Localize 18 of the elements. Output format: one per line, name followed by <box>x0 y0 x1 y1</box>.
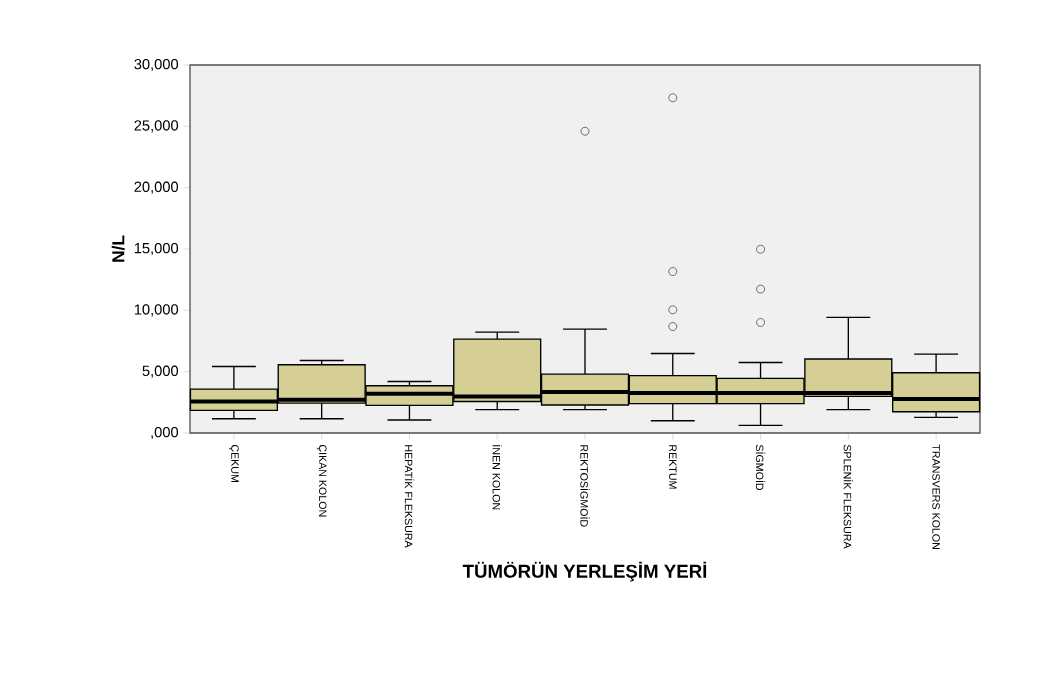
y-tick-label: 30,000 <box>134 58 179 72</box>
x-tick-label: SPLENİK FLEKSURA <box>843 444 854 549</box>
x-tick-label: TRANSVERS KOLON <box>932 444 940 549</box>
y-tick-label: 5,000 <box>142 365 179 378</box>
y-tick-label: 20,000 <box>134 181 179 194</box>
x-tick-label: SİGMOİD <box>755 444 766 491</box>
y-axis-title: N/L <box>111 235 125 262</box>
x-tick-label: ÇEKUM <box>229 444 239 483</box>
y-tick-label: 25,000 <box>134 120 179 133</box>
x-tick-label: REKTUM <box>669 445 677 489</box>
y-tick-label: ,000 <box>151 426 179 440</box>
y-tick-label: 10,000 <box>134 304 179 317</box>
x-tick-label: ÇIKAN KOLON <box>316 444 327 517</box>
x-axis-title: TÜMÖRÜN YERLEŞİM YERİ <box>462 561 707 582</box>
x-tick-label: REKTOSİGMOİD <box>580 445 590 527</box>
y-tick-label: 15,000 <box>134 242 179 256</box>
x-tick-label: HEPATİK FLEKSURA <box>404 445 415 548</box>
x-tick-label: İNEN KOLON <box>492 445 502 510</box>
